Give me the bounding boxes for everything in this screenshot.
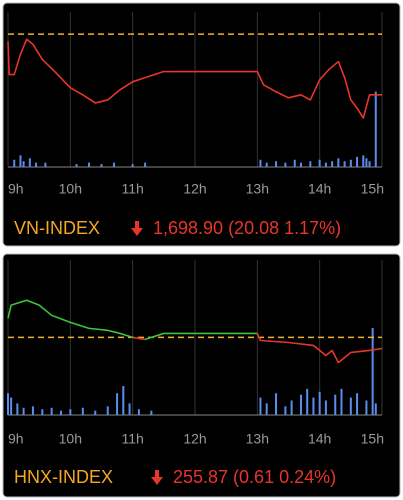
volume-bar [50,407,53,415]
volume-bar [284,162,287,167]
volume-bar [122,386,125,415]
panel [2,253,401,498]
index-quote: 1,698.90 (20.08 1.17%) [153,218,341,238]
x-tick-label: 15h [361,431,384,447]
volume-bar [340,388,343,415]
volume-bar [365,400,368,415]
volume-bar [309,161,312,167]
index-name: HNX-INDEX [14,467,113,487]
price-line [7,299,133,339]
x-tick-label: 15h [361,181,384,197]
volume-bar [299,394,302,415]
price-line [132,336,146,341]
volume-bar [362,155,365,167]
volume-bar [368,161,371,167]
x-tick-label: 9h [8,431,24,447]
volume-bar [100,164,103,167]
volume-bar [312,397,315,415]
volume-bar [306,388,309,415]
volume-bar [331,161,334,167]
x-tick-label: 12h [183,431,206,447]
down-arrow [131,221,143,236]
volume-bar [44,162,47,167]
volume-bar [356,156,359,167]
volume-bar [131,164,134,167]
volume-bar [112,162,115,167]
volume-bar [106,406,109,415]
x-tick-label: 12h [183,181,206,197]
volume-bar [318,159,321,167]
volume-bar [16,403,19,415]
x-tick-label: 10h [59,181,82,197]
volume-bar [324,162,327,167]
x-tick-label: 13h [246,431,269,447]
volume-bar [94,410,97,415]
volume-bar [19,155,22,167]
down-arrow [151,470,163,485]
volume-bar [259,159,262,167]
x-tick-label: 14h [308,181,331,197]
volume-bar [337,158,340,167]
volume-bar [374,91,377,167]
index-name: VN-INDEX [14,218,100,238]
volume-bar [150,410,153,415]
volume-bar [144,162,147,167]
volume-bar [35,162,38,167]
volume-bar [22,161,25,167]
volume-bar [13,159,16,167]
volume-bar [374,403,377,415]
volume-bar [69,409,72,415]
volume-bar [116,393,119,415]
volume-bar [41,409,44,415]
x-tick-label: 11h [122,181,144,197]
price-line [7,38,382,119]
volume-bar [349,159,352,167]
price-line [256,333,383,364]
volume-bar [284,406,287,415]
x-tick-label: 10h [59,431,82,447]
volume-bar [290,400,293,415]
volume-bar [75,164,78,167]
x-tick-label: 11h [122,431,144,447]
volume-bar [265,162,268,167]
volume-bar [318,391,321,415]
volume-bar [293,159,296,167]
volume-bar [299,162,302,167]
volume-bar [265,403,268,415]
volume-bar [259,397,262,415]
x-tick-label: 13h [246,181,269,197]
volume-bar [275,393,278,415]
volume-bar [343,161,346,167]
volume-bar [10,397,13,415]
volume-bar [365,158,368,167]
volume-bar [275,161,278,167]
volume-bar [128,403,131,415]
volume-bar [31,406,34,415]
panel [2,2,401,247]
volume-bar [7,393,9,415]
volume-bar [349,397,352,415]
volume-bar [28,158,31,167]
volume-bar [137,409,140,415]
index-quote: 255.87 (0.61 0.24%) [173,467,336,487]
volume-bar [356,393,359,415]
x-tick-label: 9h [8,181,24,197]
volume-bar [324,400,327,415]
volume-bar [22,407,25,415]
volume-bar [81,407,84,415]
x-tick-label: 14h [308,431,331,447]
volume-bar [59,410,62,415]
volume-bar [334,394,337,415]
price-line [144,332,258,341]
volume-bar [371,328,374,415]
volume-bar [88,162,91,167]
